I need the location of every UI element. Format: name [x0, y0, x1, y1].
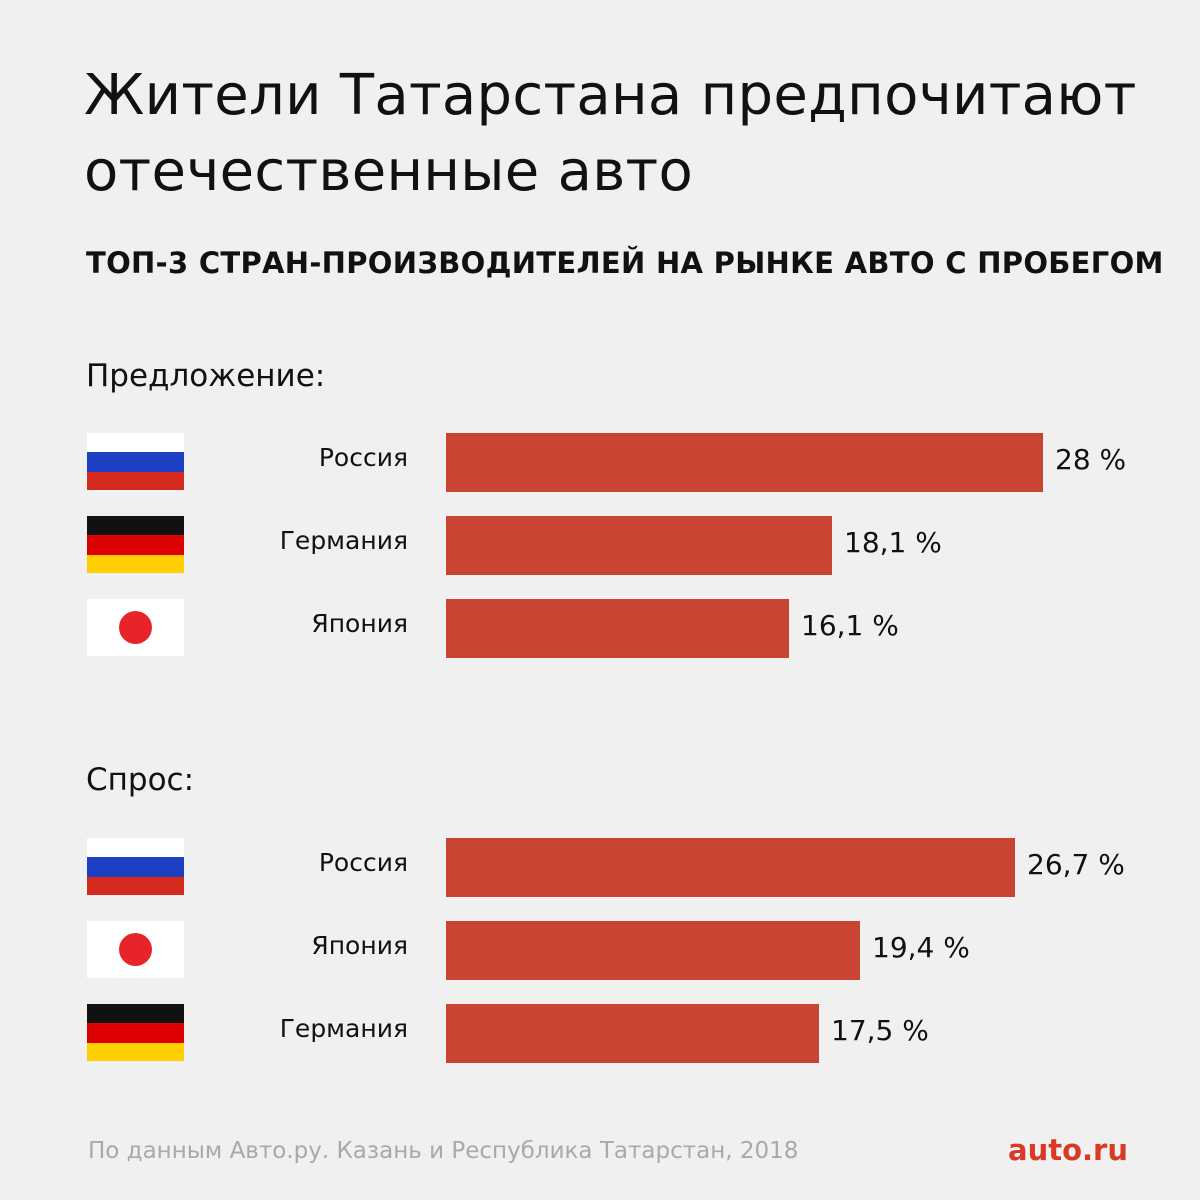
value-label: 16,1 % — [801, 609, 899, 642]
value-label: 19,4 % — [872, 931, 970, 964]
category-label: Германия — [279, 1014, 408, 1043]
bar-row: Россия 26,7 % — [0, 838, 1200, 898]
category-label: Россия — [318, 443, 408, 472]
category-label: Япония — [311, 609, 408, 638]
category-label: Россия — [318, 848, 408, 877]
germany-flag-icon — [87, 516, 184, 573]
page-title: Жители Татарстана предпочитают отечестве… — [84, 63, 1137, 204]
value-label: 17,5 % — [831, 1014, 929, 1047]
bar-row: Япония 16,1 % — [0, 599, 1200, 659]
chart-subtitle: ТОП-3 СТРАН-ПРОИЗВОДИТЕЛЕЙ НА РЫНКЕ АВТО… — [86, 246, 1164, 280]
bar — [446, 433, 1043, 492]
japan-flag-icon — [87, 599, 184, 656]
germany-flag-stripe — [87, 516, 184, 535]
source-note: По данным Авто.ру. Казань и Республика Т… — [88, 1138, 799, 1164]
russia-flag-stripe — [87, 877, 184, 895]
russia-flag-stripe — [87, 838, 184, 857]
value-label: 28 % — [1055, 443, 1127, 476]
germany-flag-stripe — [87, 1023, 184, 1043]
category-label: Япония — [311, 931, 408, 960]
category-label: Германия — [279, 526, 408, 555]
bar-row: Германия 17,5 % — [0, 1004, 1200, 1064]
russia-flag-icon — [87, 433, 184, 490]
bar — [446, 599, 789, 658]
value-label: 18,1 % — [844, 526, 942, 559]
japan-flag-circle — [119, 933, 152, 966]
bar — [446, 921, 860, 980]
japan-flag-circle — [119, 611, 152, 644]
value-label: 26,7 % — [1027, 848, 1125, 881]
bar-row: Германия 18,1 % — [0, 516, 1200, 576]
germany-flag-stripe — [87, 1004, 184, 1023]
russia-flag-icon — [87, 838, 184, 895]
brand-logo[interactable]: auto.ru — [1008, 1133, 1128, 1167]
russia-flag-stripe — [87, 433, 184, 452]
bar — [446, 516, 832, 575]
bar-row: Россия 28 % — [0, 433, 1200, 493]
germany-flag-stripe — [87, 1043, 184, 1061]
germany-flag-stripe — [87, 535, 184, 555]
bar-row: Япония 19,4 % — [0, 921, 1200, 981]
section-label: Спрос: — [86, 762, 195, 798]
germany-flag-icon — [87, 1004, 184, 1061]
japan-flag-icon — [87, 921, 184, 978]
russia-flag-stripe — [87, 452, 184, 472]
russia-flag-stripe — [87, 857, 184, 877]
russia-flag-stripe — [87, 472, 184, 490]
bar — [446, 838, 1015, 897]
germany-flag-stripe — [87, 555, 184, 573]
bar — [446, 1004, 819, 1063]
section-label: Предложение: — [86, 358, 326, 394]
